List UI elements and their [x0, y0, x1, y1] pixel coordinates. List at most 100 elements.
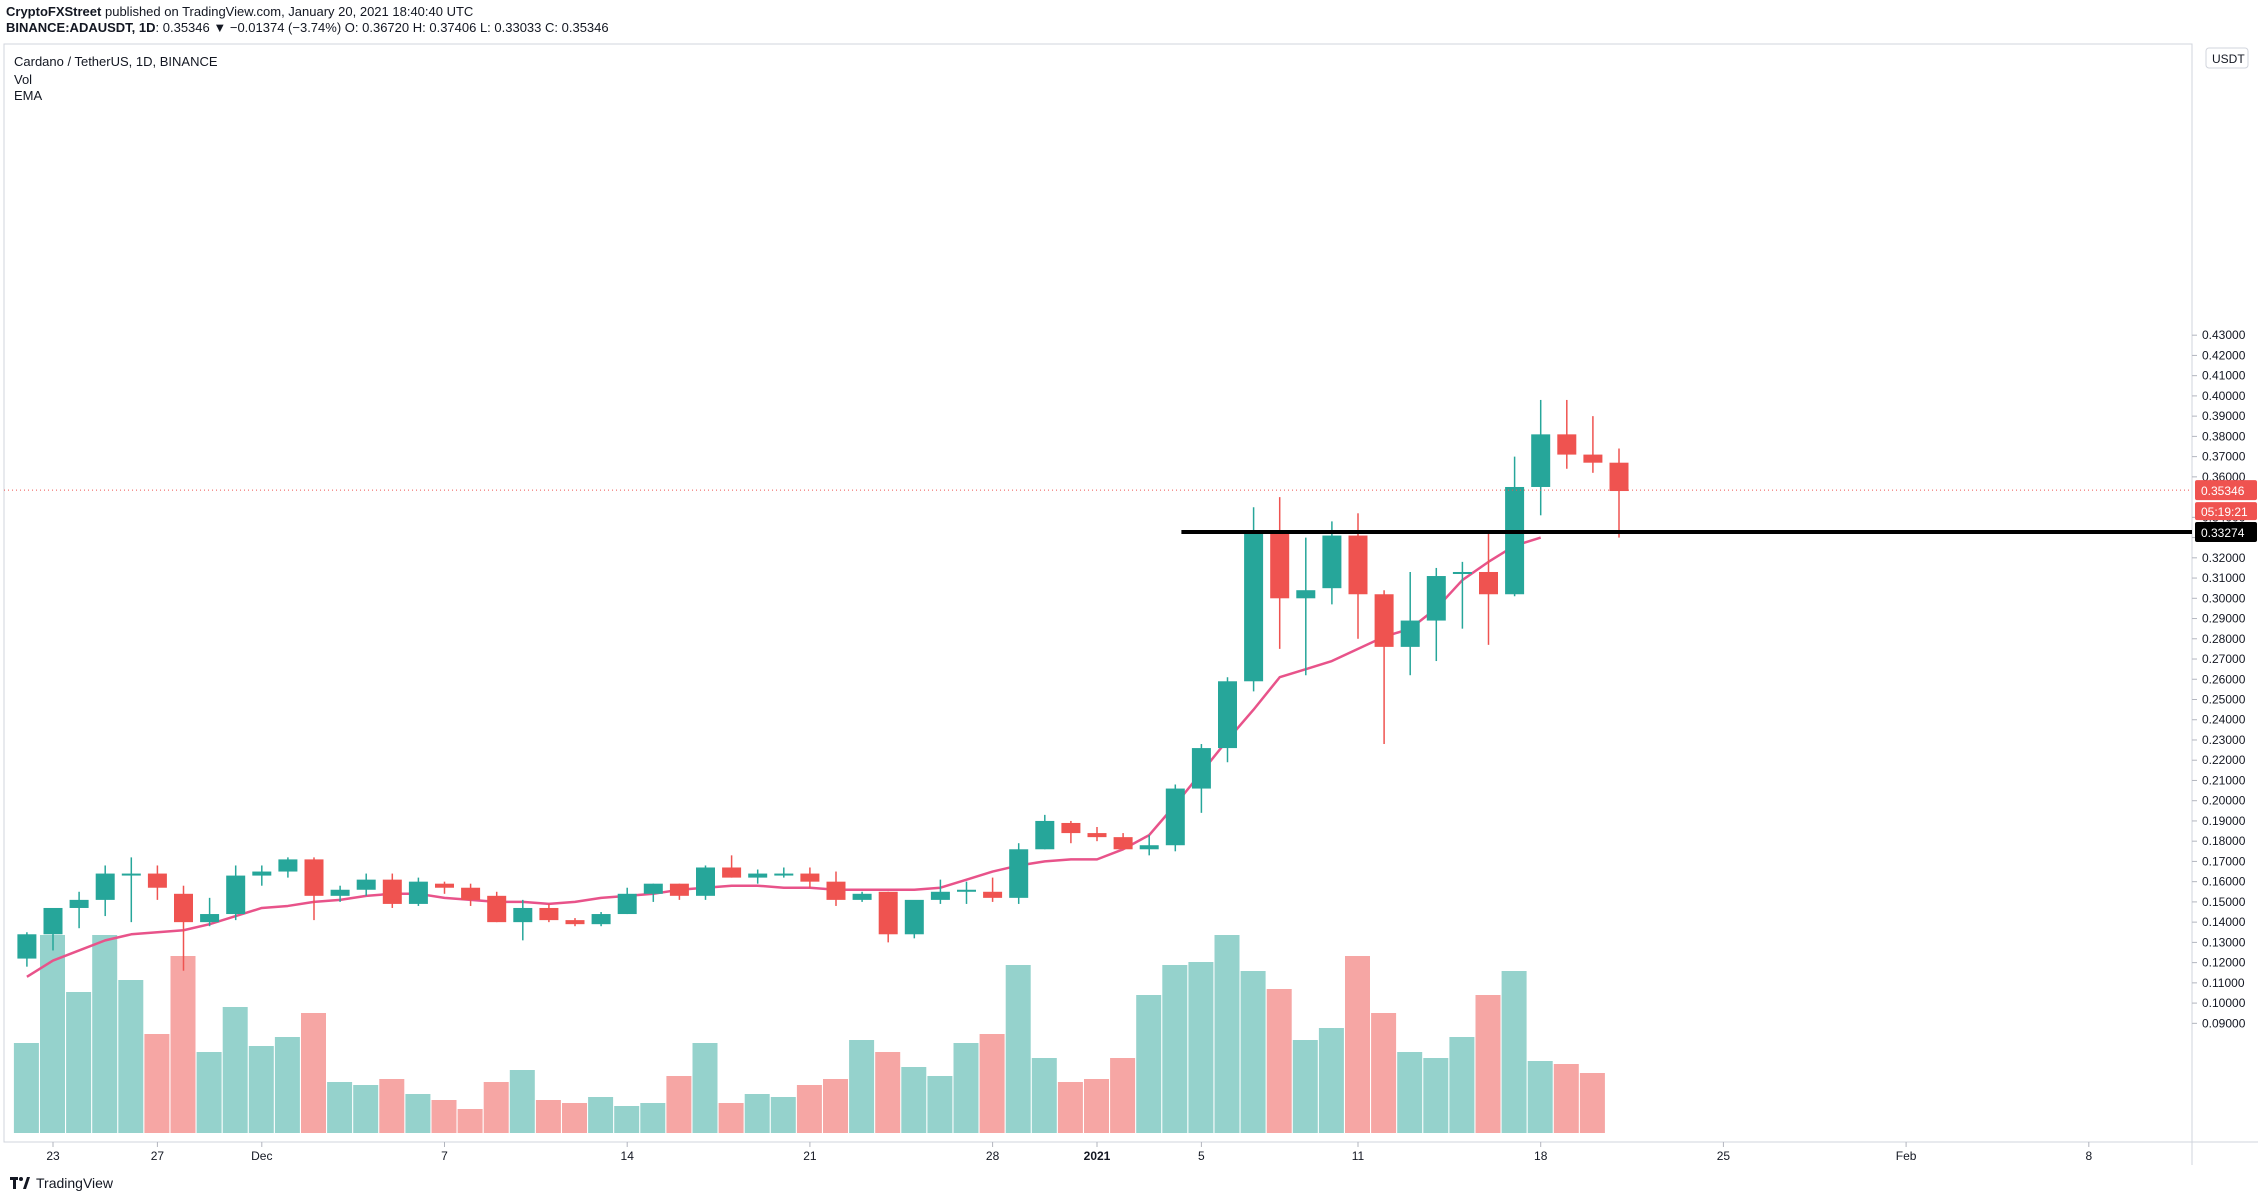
volume-bar [405, 1094, 431, 1133]
legend-title: Cardano / TetherUS, 1D, BINANCE [14, 54, 218, 69]
volume-bar [144, 1034, 170, 1133]
volume-bar [640, 1103, 666, 1133]
y-tick-label: 0.30000 [2202, 591, 2246, 605]
candle [226, 865, 246, 921]
candle [435, 881, 454, 894]
volume-bar [744, 1094, 770, 1133]
candle-body [774, 873, 794, 876]
y-tick-label: 0.27000 [2202, 652, 2246, 666]
volume-bar [1345, 956, 1370, 1133]
y-tick-label: 0.29000 [2202, 612, 2246, 626]
candle [69, 891, 89, 929]
candle [174, 885, 193, 971]
candle [1270, 497, 1290, 649]
candle-body [722, 867, 742, 878]
candle-body [1452, 571, 1472, 574]
legend-ema[interactable]: EMA [14, 88, 43, 103]
volume-bar [1501, 971, 1527, 1133]
candle-body [1191, 748, 1211, 789]
y-tick-label: 0.19000 [2202, 814, 2246, 828]
x-tick-label: 18 [1534, 1149, 1548, 1163]
volume-bar [1397, 1052, 1423, 1133]
price-change: ▼ −0.01374 (−3.74%) [213, 20, 342, 35]
volume-bar [431, 1100, 457, 1133]
volume-bar [1084, 1079, 1109, 1133]
volume-bar [718, 1103, 744, 1133]
publish-info: CryptoFXStreet published on TradingView.… [6, 4, 473, 19]
candle [461, 883, 481, 906]
candle-body [17, 934, 37, 959]
candle-series [17, 399, 1629, 971]
candle-body [356, 879, 376, 890]
candle-body [1035, 820, 1055, 850]
volume-bar [979, 1034, 1005, 1133]
candle [487, 891, 507, 923]
candle-body [1505, 486, 1525, 595]
candle [696, 865, 715, 900]
x-tick-label: 5 [1198, 1149, 1205, 1163]
candle [1191, 744, 1211, 813]
legend-vol[interactable]: Vol [14, 72, 33, 87]
volume-bar [1527, 1061, 1553, 1133]
candle [330, 885, 350, 902]
y-tick-label: 0.09000 [2202, 1016, 2246, 1030]
level-price-tag [2195, 522, 2257, 543]
candle-body [1061, 822, 1081, 834]
volume-bar [40, 935, 65, 1133]
candle [643, 883, 663, 902]
candle [1583, 416, 1603, 473]
candle [304, 857, 324, 921]
candle [1557, 399, 1577, 469]
volume-bar [770, 1097, 796, 1133]
candle-body [1583, 454, 1603, 463]
y-tick-label: 0.20000 [2202, 794, 2246, 808]
candle-body [382, 879, 402, 904]
countdown-tag [2195, 502, 2257, 521]
candle [617, 887, 637, 915]
volume-bar [1031, 1058, 1057, 1133]
x-tick-label: 2021 [1084, 1149, 1111, 1163]
candle-body [1426, 576, 1446, 621]
x-tick-label: 11 [1352, 1149, 1365, 1163]
y-tick-label: 0.12000 [2202, 956, 2246, 970]
ema-line [26, 536, 1542, 978]
candle-body [304, 859, 324, 896]
candle-body [1322, 535, 1342, 589]
candle-body [147, 873, 167, 888]
candle [1087, 827, 1107, 842]
candle-body [330, 889, 350, 896]
candle [1609, 448, 1629, 538]
volume-bar [1110, 1058, 1136, 1133]
candle-body [1244, 531, 1264, 682]
volume-bar [457, 1109, 483, 1133]
y-tick-label: 0.23000 [2202, 733, 2246, 747]
x-tick-label: 7 [441, 1149, 448, 1163]
candle [200, 897, 220, 927]
candle [1218, 677, 1237, 763]
x-tick-label: 23 [46, 1149, 60, 1163]
candle-body [800, 873, 820, 882]
volume-bar [1188, 962, 1214, 1133]
candle-body [1165, 788, 1185, 846]
candle-body [669, 883, 689, 896]
volume-bar [535, 1100, 561, 1133]
candle [565, 918, 585, 927]
footer-brand[interactable]: TradingView [10, 1175, 113, 1191]
y-tick-label: 0.43000 [2202, 328, 2246, 342]
candle [748, 869, 768, 884]
volume-bar [170, 956, 196, 1133]
volume-bar [13, 1043, 39, 1133]
candle [669, 883, 689, 900]
last-price-tag [2195, 480, 2257, 501]
candle-body [487, 895, 507, 923]
candle [1296, 537, 1316, 676]
volume-bar [953, 1043, 979, 1133]
volume-bar [1057, 1082, 1083, 1133]
x-tick-label: Feb [1896, 1149, 1917, 1163]
candle [904, 899, 924, 939]
y-tick-label: 0.41000 [2202, 369, 2246, 383]
candle-body [1609, 462, 1629, 492]
candle-body [539, 907, 559, 921]
candle-body [252, 871, 272, 876]
